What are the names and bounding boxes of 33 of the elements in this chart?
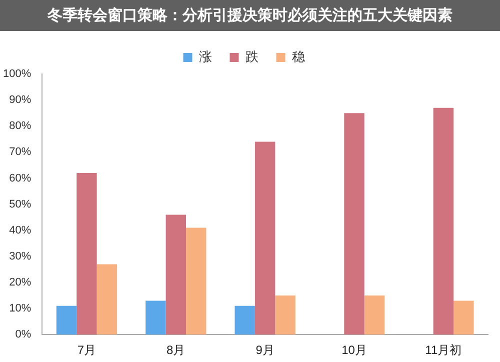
x-tick-label: 8月 — [166, 343, 186, 358]
bar — [56, 306, 77, 335]
x-tick-label: 7月 — [77, 343, 96, 358]
bar — [364, 296, 385, 335]
bar — [186, 228, 206, 335]
bar — [96, 264, 118, 335]
bar — [234, 306, 255, 335]
y-tick-label: 0% — [15, 328, 32, 341]
legend-label: 稳 — [292, 49, 305, 64]
bar — [166, 214, 186, 335]
legend-label: 跌 — [245, 49, 258, 64]
y-tick-label: 40% — [9, 224, 32, 236]
y-tick-label: 60% — [9, 172, 32, 184]
y-tick-label: 20% — [9, 276, 32, 289]
bar — [254, 142, 276, 335]
bar — [146, 300, 166, 335]
y-tick-label: 10% — [9, 302, 32, 315]
y-tick-label: 100% — [2, 68, 32, 80]
y-tick-label: 80% — [9, 120, 32, 132]
y-tick-label: 90% — [9, 94, 32, 106]
legend-label: 涨 — [198, 49, 212, 64]
bar — [454, 300, 474, 335]
chart-title: 冬季转会窗口策略：分析引援决策时必须关注的五大关键因素 — [0, 0, 500, 31]
bar — [344, 113, 364, 335]
bar — [433, 108, 454, 335]
y-tick-label: 30% — [9, 250, 32, 262]
x-tick-label: 9月 — [256, 343, 274, 358]
bar — [76, 173, 97, 335]
x-tick-label: 10月 — [342, 343, 367, 358]
x-tick-label: 11月初 — [425, 343, 462, 358]
y-tick-label: 50% — [9, 198, 32, 210]
y-tick-label: 70% — [9, 146, 32, 158]
bar — [275, 296, 296, 335]
